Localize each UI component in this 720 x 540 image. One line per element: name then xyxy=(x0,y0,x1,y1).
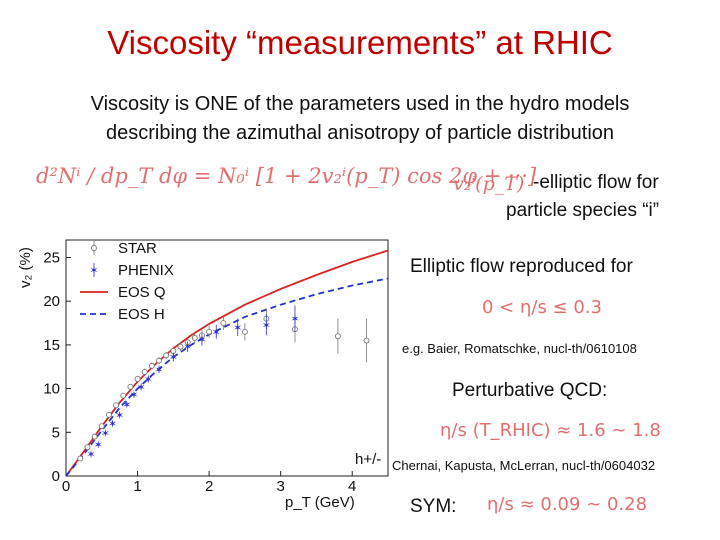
point-star xyxy=(148,362,155,369)
point-phenix: ✶ xyxy=(154,364,163,376)
axis-ticks: 0 1 2 3 4 0 5 10 15 20 25 xyxy=(43,249,356,495)
legend-label-eos-q: EOS Q xyxy=(118,284,166,301)
point-phenix: ✶ xyxy=(101,428,110,440)
point-star xyxy=(156,357,162,364)
data-points: ✶✶✶✶✶✶✶✶✶✶✶✶✶✶ ✶ ✶✶ xyxy=(77,305,370,462)
subtitle-line-1: Viscosity is ONE of the parameters used … xyxy=(90,93,630,115)
point-phenix: ✶ xyxy=(137,382,146,394)
subtitle-line-2: describing the azimuthal anisotropy of p… xyxy=(105,122,615,144)
point-star xyxy=(141,369,148,375)
x-tick-label: 3 xyxy=(276,478,284,495)
x-tick-label: 2 xyxy=(205,478,213,495)
v2-equation: v₂ⁱ(p_T) xyxy=(453,173,525,195)
y-tick-label: 5 xyxy=(52,424,60,441)
point-star xyxy=(134,376,141,382)
point-star xyxy=(113,402,120,409)
point-phenix: ✶ xyxy=(129,390,138,402)
y-axis-label: v₂ (%) xyxy=(17,247,34,288)
reference-chernai: Chernai, Kapusta, McLerran, nucl-th/0604… xyxy=(392,458,656,473)
point-star xyxy=(334,333,341,340)
reference-baier: e.g. Baier, Romatschke, nucl-th/0610108 xyxy=(402,341,637,356)
point-phenix: ✶ xyxy=(144,374,153,386)
sym-label: SYM: xyxy=(410,496,457,517)
point-star xyxy=(120,392,127,399)
x-tick-label: 4 xyxy=(348,478,356,495)
point-phenix: ✶ xyxy=(183,342,192,354)
point-phenix: ✶ xyxy=(233,322,242,334)
point-star xyxy=(98,423,105,430)
x-tick-label: 1 xyxy=(133,478,141,495)
plot-area-border xyxy=(65,239,389,477)
point-star xyxy=(177,343,184,350)
curve-eos-h xyxy=(65,277,389,477)
y-tick-label: 25 xyxy=(43,249,60,266)
point-star xyxy=(163,352,170,359)
azimuthal-distribution-equation: d²Nⁱ / dp_T dφ = N₀ⁱ [1 + 2v₂ⁱ(p_T) cos … xyxy=(36,164,537,188)
point-phenix: ✶ xyxy=(169,352,178,364)
point-star xyxy=(241,328,248,335)
point-phenix: ✶ xyxy=(94,440,103,452)
eta-s-range-formula: 0 < η/s ≤ 0.3 xyxy=(482,297,602,318)
point-star xyxy=(191,334,198,341)
point-star xyxy=(105,411,112,418)
point-star xyxy=(220,320,227,326)
y-tick-label: 15 xyxy=(43,337,60,354)
plot-frame xyxy=(65,239,389,477)
point-phenix: ✶ xyxy=(108,419,117,431)
point-phenix: ✶ xyxy=(262,320,271,332)
elliptic-flow-reproduced: Elliptic flow reproduced for xyxy=(410,256,633,277)
elliptic-flow-line-1: -elliptic flow for xyxy=(533,172,659,193)
legend-swatch-phenix: ✶ xyxy=(89,265,98,277)
x-tick-label: 0 xyxy=(62,478,70,495)
hydro-curves xyxy=(65,249,389,477)
perturbative-qcd-label: Perturbative QCD: xyxy=(452,380,608,401)
point-phenix: ✶ xyxy=(290,314,299,326)
point-star xyxy=(77,455,84,462)
point-star xyxy=(206,328,213,335)
legend-label-phenix: PHENIX xyxy=(118,262,174,279)
x-axis-label: p_T (GeV) xyxy=(285,494,355,511)
point-phenix: ✶ xyxy=(122,399,131,411)
point-star xyxy=(91,433,98,440)
point-phenix: ✶ xyxy=(212,327,221,339)
point-phenix: ✶ xyxy=(197,335,206,347)
chart-annotation-hpm: h+/- xyxy=(355,451,381,468)
point-phenix: ✶ xyxy=(115,410,124,422)
point-phenix: ✶ xyxy=(86,449,95,461)
legend-label-eos-h: EOS H xyxy=(118,306,165,323)
legend-swatch-star xyxy=(91,245,97,251)
qcd-eta-s-formula: η/s (T_RHIC) ≈ 1.6 ∼ 1.8 xyxy=(440,420,661,441)
curve-eos-q xyxy=(65,249,389,477)
slide-title: Viscosity “measurements” at RHIC xyxy=(107,24,613,61)
point-star xyxy=(127,383,134,390)
point-star xyxy=(84,444,91,451)
legend-label-star: STAR xyxy=(118,240,157,257)
point-star xyxy=(363,337,370,344)
y-tick-label: 10 xyxy=(43,381,60,398)
y-tick-label: 20 xyxy=(43,293,60,310)
sym-eta-s-formula: η/s ≈ 0.09 ∼ 0.28 xyxy=(487,494,648,515)
elliptic-flow-line-2: particle species “i” xyxy=(506,200,660,221)
y-tick-label: 0 xyxy=(52,468,60,485)
chart-legend: STAR ✶ PHENIX EOS Q EOS H xyxy=(80,240,174,323)
slide-subtitle: Viscosity is ONE of the parameters used … xyxy=(20,90,700,148)
